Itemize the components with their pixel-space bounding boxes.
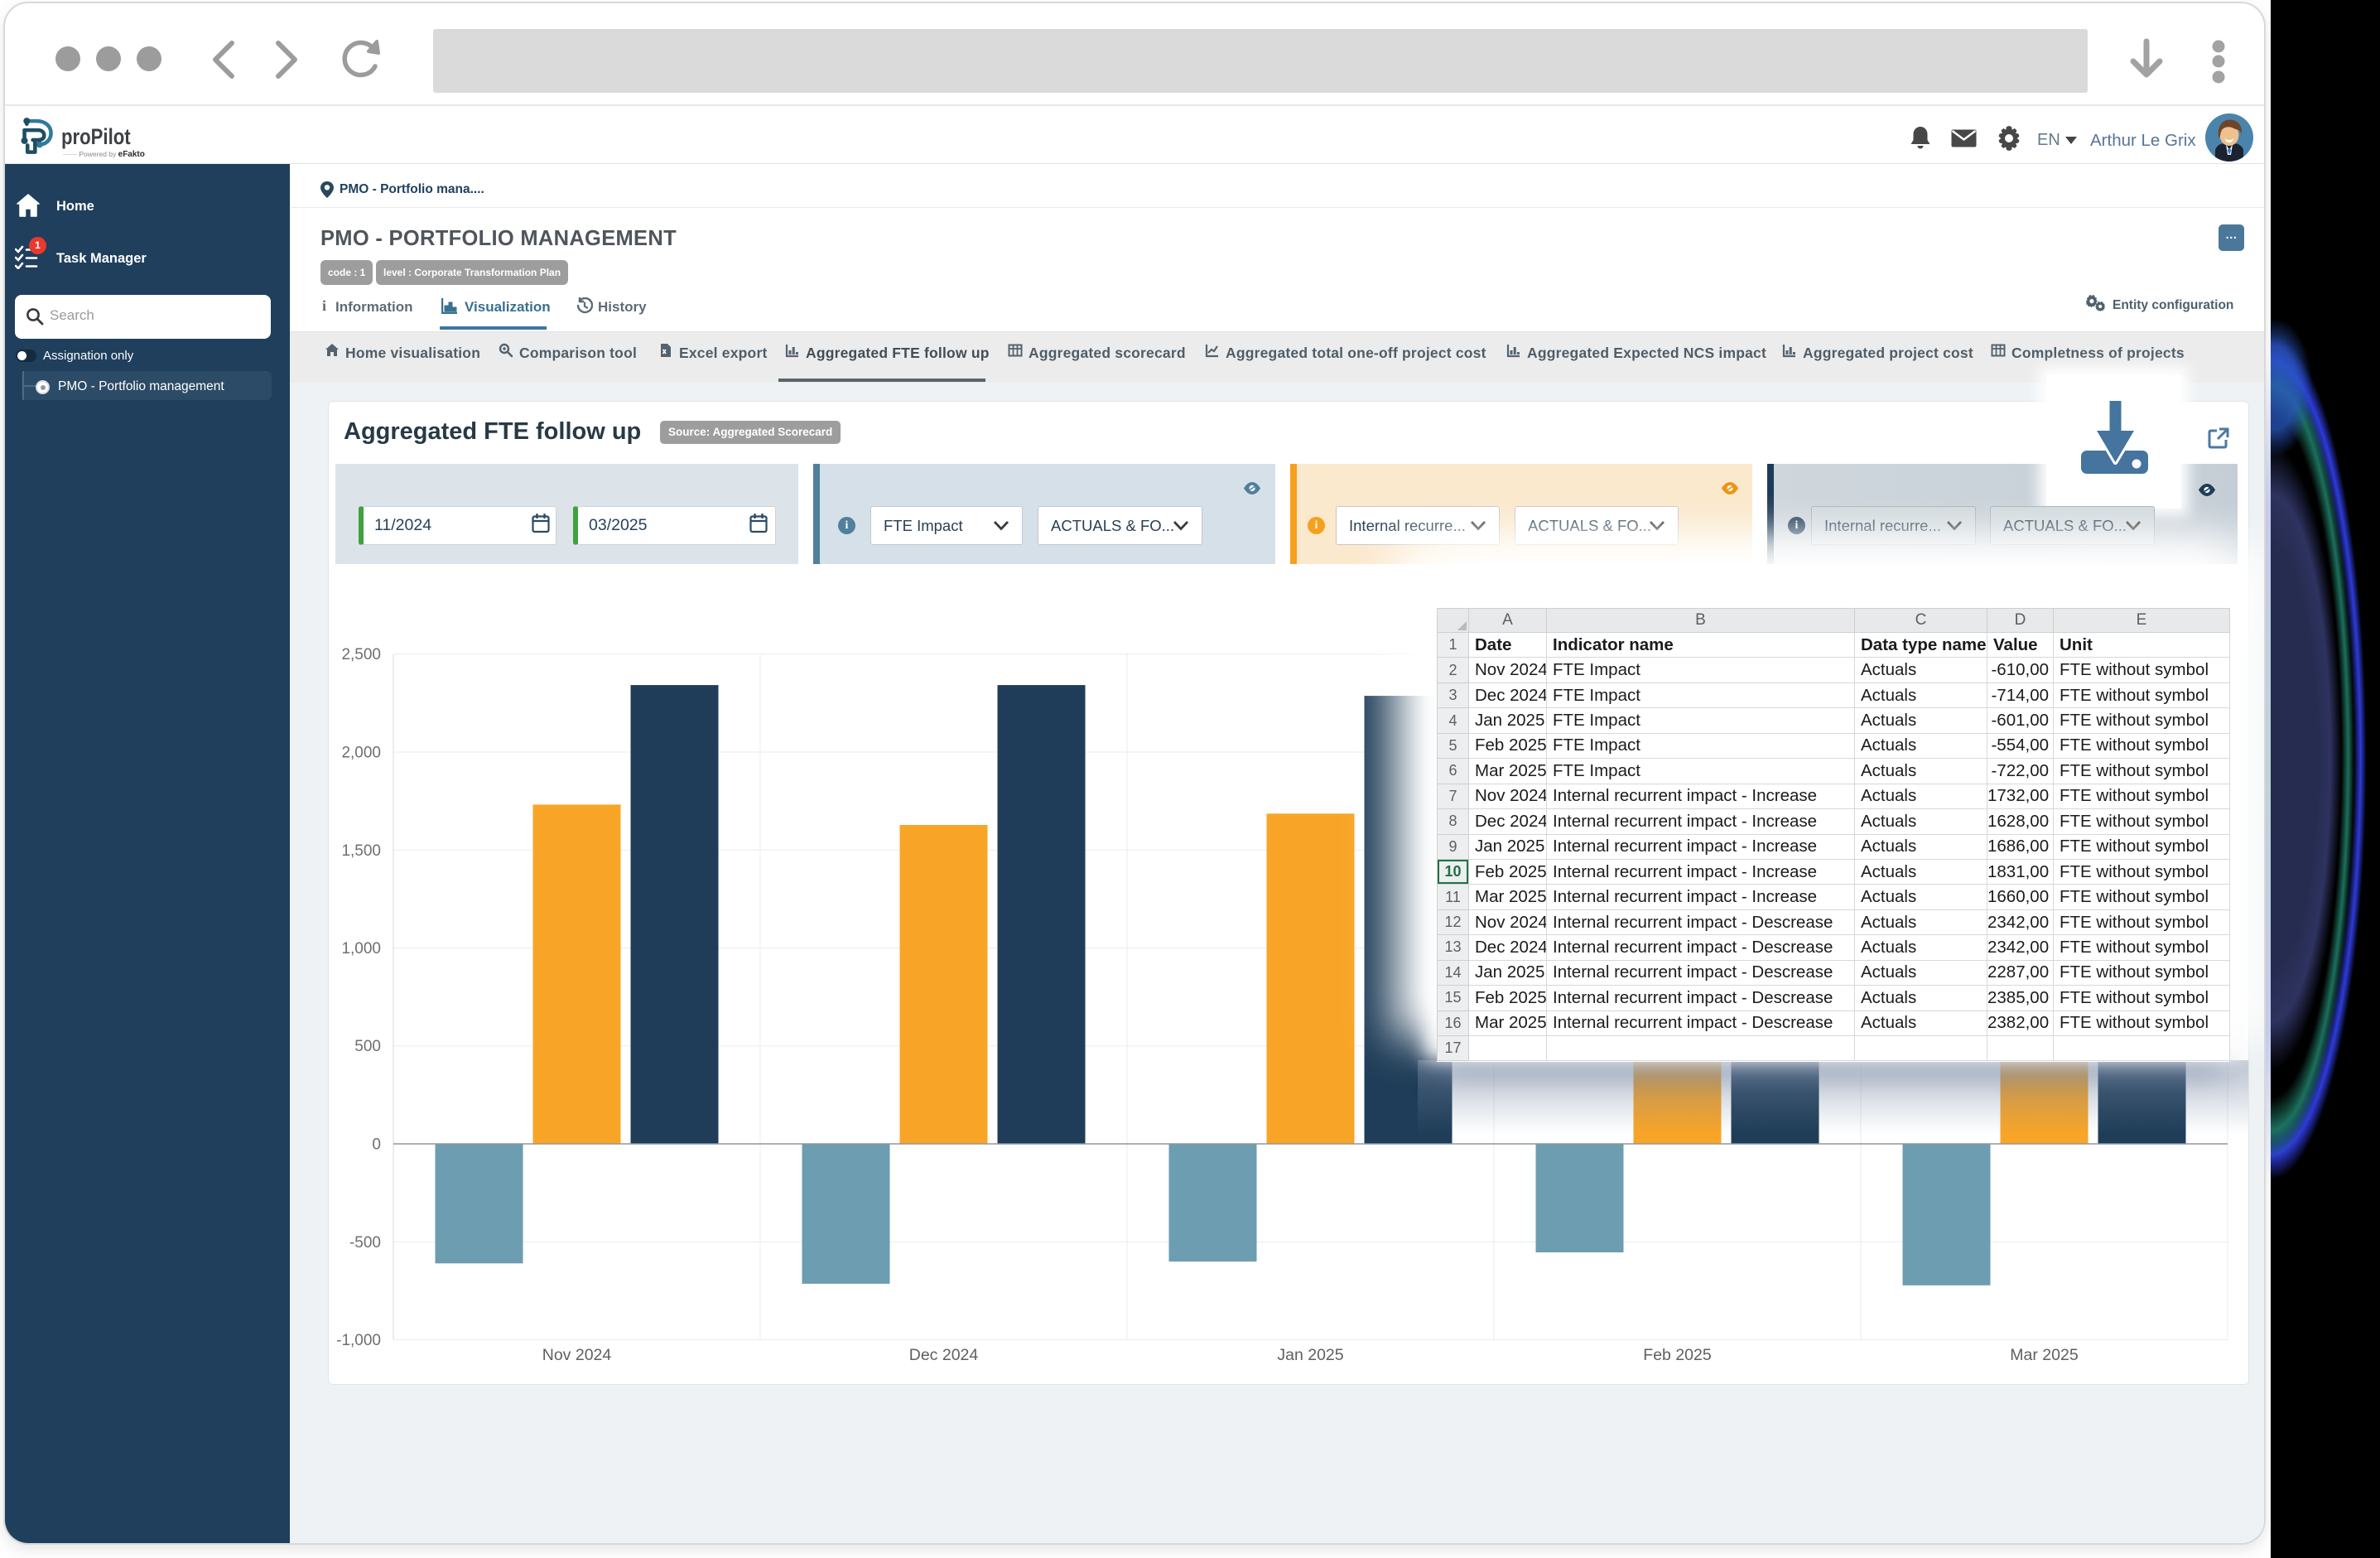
svg-text:Dec 2024: Dec 2024 <box>909 1346 979 1364</box>
svg-text:Jan 2025: Jan 2025 <box>1277 1346 1343 1364</box>
svg-text:-1,000: -1,000 <box>336 1332 381 1349</box>
svg-text:Mar 2025: Mar 2025 <box>2010 1346 2079 1364</box>
svg-text:2,500: 2,500 <box>341 646 381 663</box>
svg-text:2,000: 2,000 <box>341 745 381 762</box>
svg-text:Feb 2025: Feb 2025 <box>1643 1346 1712 1364</box>
svg-text:Nov 2024: Nov 2024 <box>542 1346 612 1364</box>
svg-text:1,000: 1,000 <box>341 940 381 957</box>
svg-text:1,500: 1,500 <box>341 842 381 860</box>
svg-text:500: 500 <box>354 1038 381 1055</box>
svg-text:0: 0 <box>372 1136 381 1154</box>
svg-text:-500: -500 <box>349 1234 381 1252</box>
